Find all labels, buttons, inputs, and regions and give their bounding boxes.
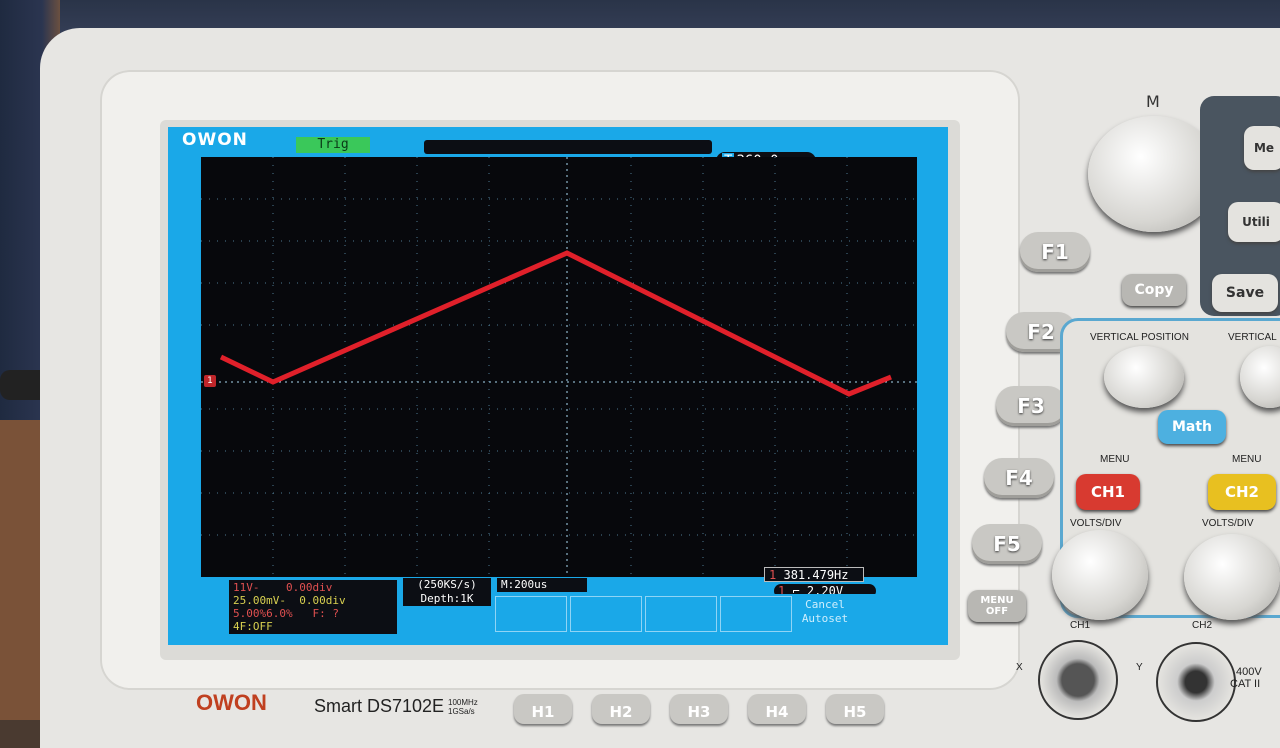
menu-rise-icon[interactable] [645,596,717,632]
graticule-axes [201,157,917,577]
save-button[interactable]: Save [1212,274,1278,312]
math-button[interactable]: Math [1158,410,1226,444]
m-knob-label: M [1146,92,1160,111]
screen-logo: OWON [182,130,248,150]
ch1-volts-knob[interactable] [1052,530,1148,620]
ch1-button[interactable]: CH1 [1076,474,1140,510]
autoset-menu [493,594,878,634]
menu-top-button[interactable]: Me [1244,126,1280,170]
channel-info: 11V- 0.00div 25.00mV- 0.00div 5.00%6.0% … [229,580,397,634]
model-name: Smart DS7102E [314,696,445,716]
ch2-position-knob[interactable] [1240,346,1280,408]
menu-off-top-label: MENU [980,595,1014,606]
trigger-status: Trig [296,137,370,153]
f3-button[interactable]: F3 [996,386,1066,426]
ch1-bnc-connector[interactable] [1038,640,1118,720]
ch1-position-knob[interactable] [1104,346,1184,408]
ch2-volts-knob[interactable] [1184,534,1280,620]
f1-button[interactable]: F1 [1020,232,1090,272]
triangle-trace [219,250,892,397]
menu-pulse-icon[interactable] [570,596,642,632]
brand-logo: OWON [196,690,267,715]
ch2-volts-div-label: VOLTS/DIV [1202,518,1254,529]
memory-position-bar [424,140,712,154]
ch2-bnc-connector[interactable] [1156,642,1236,722]
waveform-svg [201,157,917,577]
spec-label: 100MHz 1GSa/s [448,698,478,716]
h3-button[interactable]: H3 [670,694,728,724]
ch2-input-label: CH2 [1192,620,1213,631]
y-label: Y [1136,662,1143,673]
vertical-label: VERTICAL [1228,332,1277,343]
cancel-autoset-softkey[interactable]: Cancel Autoset [801,598,849,625]
ch1-input-label: CH1 [1070,620,1091,631]
category-rating: CAT II [1230,678,1261,690]
menu-fall-icon[interactable] [720,596,792,632]
timebase: M:200us [497,578,587,592]
h1-button[interactable]: H1 [514,694,572,724]
vertical-position-label: VERTICAL POSITION [1090,332,1189,343]
ch2-menu-label: MENU [1232,454,1262,465]
utility-button[interactable]: Utili [1228,202,1280,242]
x-label: X [1016,662,1023,673]
h4-button[interactable]: H4 [748,694,806,724]
frequency-readout: 1 381.479Hz [764,567,864,582]
f4-button[interactable]: F4 [984,458,1054,498]
ch2-button[interactable]: CH2 [1208,474,1276,510]
voltage-rating: 400V [1236,666,1262,678]
copy-button[interactable]: Copy [1122,274,1186,306]
f5-button[interactable]: F5 [972,524,1042,564]
menu-off-button[interactable]: MENU OFF [968,590,1026,622]
ch1-ground-marker-icon: 1 [204,375,216,387]
waveform-plot [201,157,917,577]
ch1-volts-div-label: VOLTS/DIV [1070,518,1122,529]
acquisition-info: (250KS/s) Depth:1K [403,578,491,606]
m-knob[interactable] [1088,116,1220,232]
h5-button[interactable]: H5 [826,694,884,724]
ch1-menu-label: MENU [1100,454,1130,465]
menu-square-wave-icon[interactable] [495,596,567,632]
h2-button[interactable]: H2 [592,694,650,724]
